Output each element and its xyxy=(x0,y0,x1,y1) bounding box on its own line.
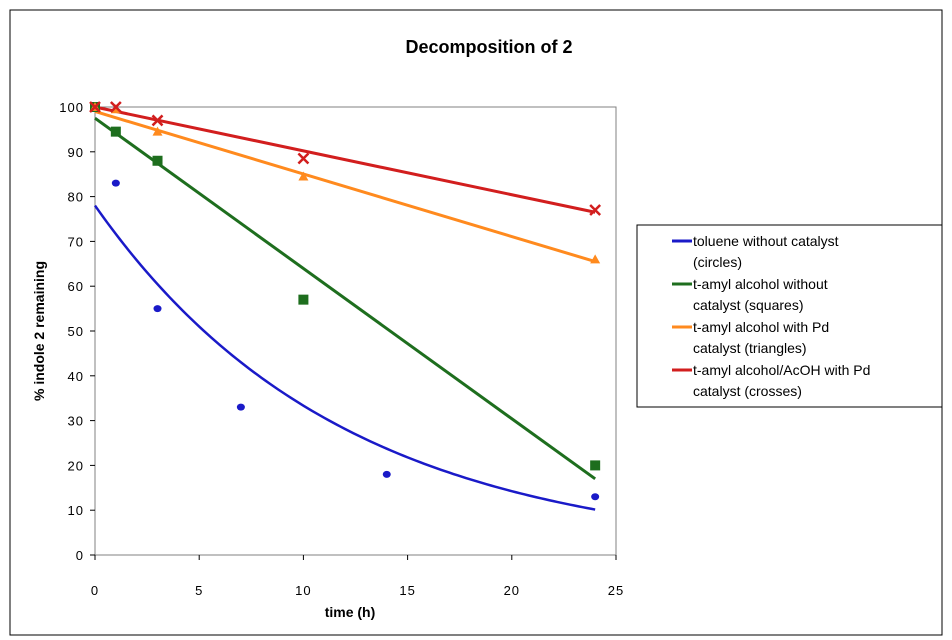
legend-box xyxy=(636,224,943,408)
triangle-marker xyxy=(590,254,601,264)
y-tick-label: 10 xyxy=(68,503,84,518)
y-tick-label: 60 xyxy=(68,279,84,294)
x-axis-ticks: 0 5 10 15 20 25 xyxy=(91,555,624,598)
legend: toluene without catalyst (circles) t-amyl … xyxy=(672,233,870,399)
data-markers xyxy=(89,101,602,501)
square-marker xyxy=(298,294,309,305)
triangle-marker xyxy=(152,126,163,136)
legend-entry-text: catalyst (squares) xyxy=(693,297,803,313)
y-axis-label: % indole 2 remaining xyxy=(31,261,47,401)
trend-lines xyxy=(93,105,597,511)
square-marker xyxy=(110,126,121,137)
trend-line xyxy=(94,110,596,263)
y-tick-label: 0 xyxy=(76,548,84,563)
y-axis-ticks: 0 10 20 30 40 50 60 70 80 90 100 xyxy=(59,100,95,563)
circle-marker xyxy=(111,179,120,187)
y-tick-label: 50 xyxy=(68,324,84,339)
legend-entry-text: t-amyl alcohol/AcOH with Pd xyxy=(693,362,870,378)
legend-entry-text: toluene without catalyst xyxy=(693,233,839,249)
x-tick-label: 10 xyxy=(295,583,311,598)
cross-marker xyxy=(589,204,602,216)
y-tick-label: 80 xyxy=(68,190,84,205)
x-tick-label: 15 xyxy=(399,583,415,598)
trend-curve xyxy=(93,204,596,511)
trend-line xyxy=(94,105,596,214)
legend-entry-text: t-amyl alcohol without xyxy=(693,276,828,292)
circle-marker xyxy=(382,470,391,478)
circle-marker xyxy=(591,493,600,501)
chart-title: Decomposition of 2 xyxy=(405,37,572,57)
legend-entry-text: catalyst (triangles) xyxy=(693,340,807,356)
x-tick-label: 25 xyxy=(608,583,624,598)
y-tick-label: 30 xyxy=(68,414,84,429)
x-tick-label: 0 xyxy=(91,583,99,598)
x-tick-label: 20 xyxy=(504,583,520,598)
square-marker xyxy=(590,460,601,471)
square-marker xyxy=(152,155,163,166)
cross-marker xyxy=(89,101,101,113)
x-tick-label: 5 xyxy=(195,583,203,598)
cross-marker xyxy=(109,101,122,113)
circle-marker xyxy=(153,305,162,313)
cross-marker xyxy=(297,152,310,165)
y-tick-label: 40 xyxy=(68,369,84,384)
trend-line xyxy=(94,116,597,481)
legend-entry-text: catalyst (crosses) xyxy=(693,383,802,399)
y-tick-label: 100 xyxy=(59,100,84,115)
cross-marker xyxy=(151,114,164,127)
y-tick-label: 90 xyxy=(68,145,84,160)
triangle-marker xyxy=(298,171,309,181)
legend-entry-text: (circles) xyxy=(693,254,742,270)
legend-entry-text: t-amyl alcohol with Pd xyxy=(693,319,829,335)
circle-marker xyxy=(236,403,245,411)
x-axis-label: time (h) xyxy=(325,604,376,620)
y-tick-label: 20 xyxy=(68,458,84,473)
y-tick-label: 70 xyxy=(68,234,84,249)
